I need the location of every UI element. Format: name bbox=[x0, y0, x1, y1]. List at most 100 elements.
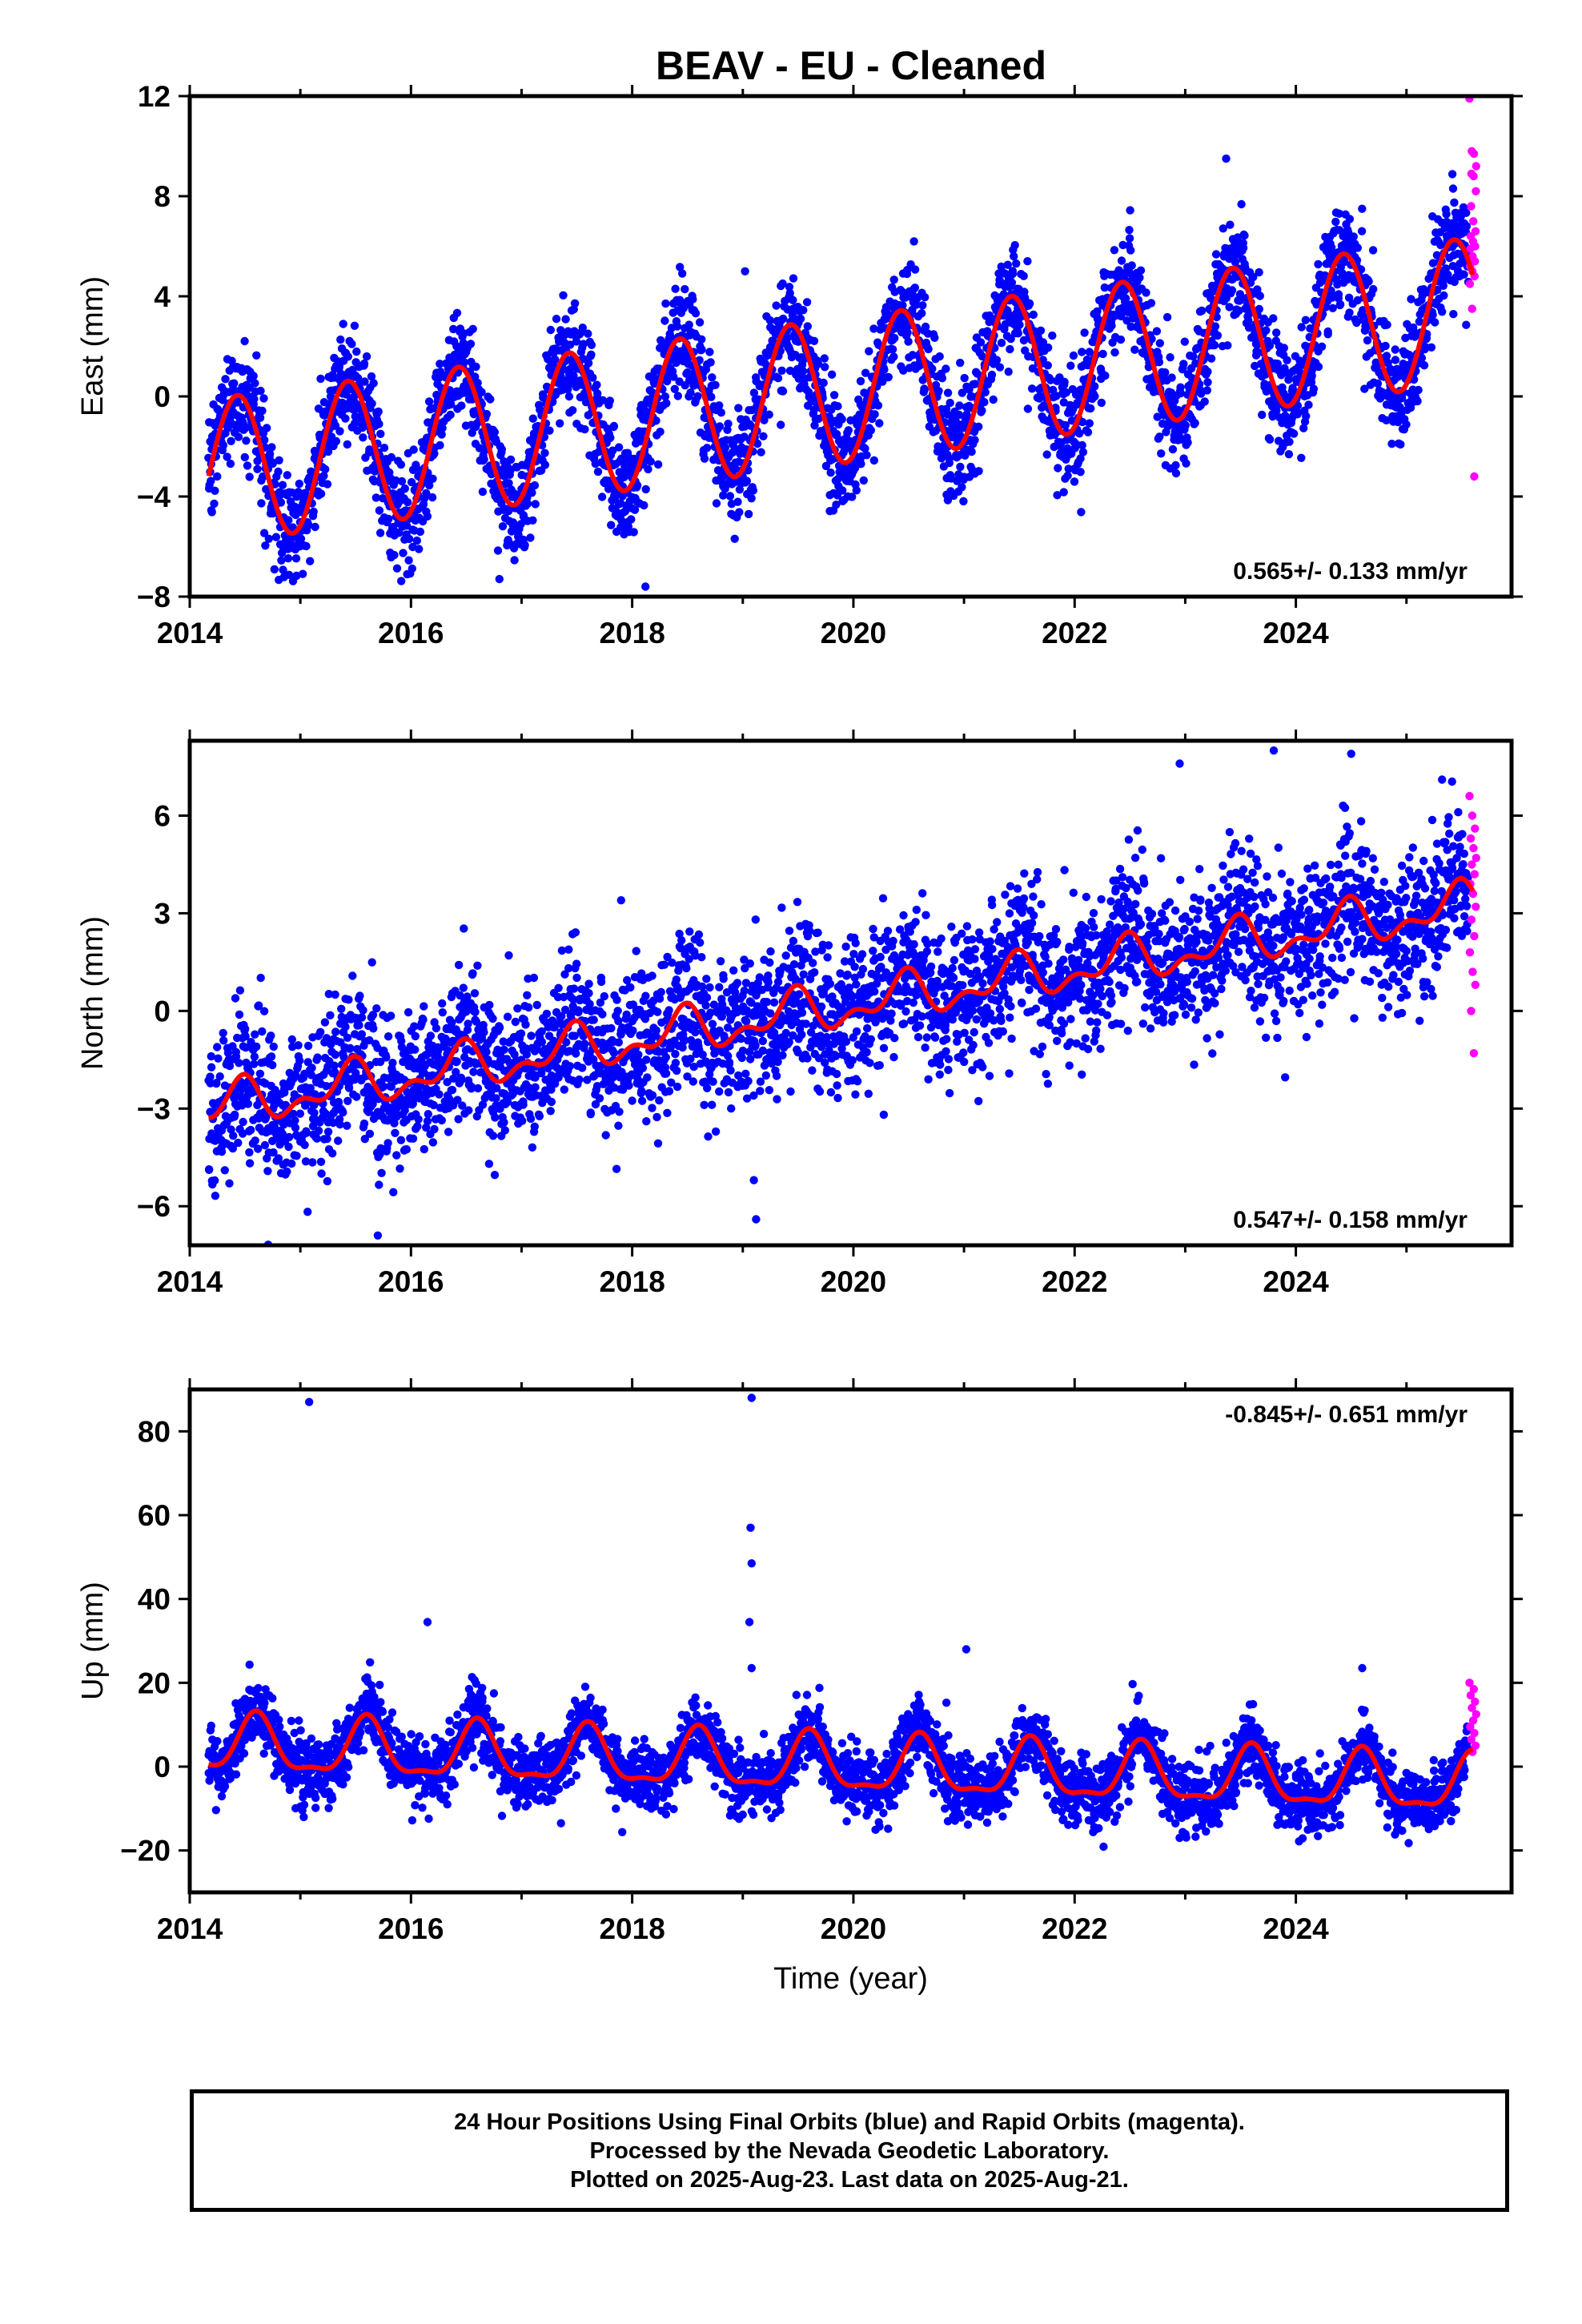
east-final-point bbox=[351, 419, 359, 428]
east-final-point bbox=[1029, 310, 1038, 320]
east-y-axis-label: East (mm) bbox=[76, 276, 110, 416]
north-final-point bbox=[343, 1096, 352, 1106]
east-final-point bbox=[264, 534, 273, 543]
north-final-point bbox=[574, 1007, 583, 1017]
north-final-point bbox=[235, 1010, 244, 1019]
east-final-point bbox=[390, 550, 399, 560]
east-final-point bbox=[958, 388, 967, 397]
east-final-point bbox=[234, 432, 243, 441]
east-final-point bbox=[1080, 328, 1089, 337]
east-final-point bbox=[1203, 378, 1212, 387]
north-final-point bbox=[313, 1053, 322, 1062]
east-final-point bbox=[360, 377, 369, 386]
east-final-point bbox=[724, 420, 733, 428]
north-final-point bbox=[571, 928, 580, 937]
east-final-point bbox=[1126, 246, 1135, 255]
east-final-point bbox=[375, 529, 385, 537]
north-final-point bbox=[637, 1096, 647, 1105]
east-final-point bbox=[250, 395, 259, 404]
north-final-point bbox=[269, 1042, 278, 1051]
east-final-point bbox=[974, 467, 983, 476]
east-final-point bbox=[1038, 356, 1048, 364]
east-final-point bbox=[691, 309, 701, 318]
east-final-point bbox=[646, 457, 655, 466]
east-final-point bbox=[242, 436, 251, 445]
north-final-point bbox=[470, 989, 480, 998]
east-final-point bbox=[838, 486, 847, 495]
east-final-point bbox=[609, 421, 619, 431]
east-final-point bbox=[888, 345, 897, 354]
east-final-point bbox=[1125, 234, 1134, 243]
east-final-point bbox=[644, 464, 652, 474]
east-final-point bbox=[276, 498, 286, 507]
north-final-point bbox=[575, 1075, 584, 1084]
east-final-point bbox=[1317, 342, 1327, 351]
east-final-point bbox=[400, 484, 409, 493]
east-final-point bbox=[241, 423, 250, 432]
east-final-point bbox=[545, 426, 554, 435]
east-final-point bbox=[1042, 450, 1051, 459]
east-final-point bbox=[323, 480, 332, 489]
east-final-point bbox=[953, 476, 962, 485]
north-final-point bbox=[626, 983, 635, 992]
east-final-point bbox=[1198, 306, 1207, 316]
east-final-point bbox=[943, 388, 953, 397]
north-final-point bbox=[204, 1165, 214, 1174]
east-final-point bbox=[772, 301, 781, 310]
north-final-point bbox=[521, 1020, 530, 1029]
east-final-point bbox=[319, 472, 328, 480]
north-final-point bbox=[432, 1023, 441, 1033]
east-final-point bbox=[1008, 269, 1018, 279]
north-final-point bbox=[524, 1003, 533, 1012]
north-final-point bbox=[589, 1015, 598, 1024]
north-final-point bbox=[532, 1000, 541, 1010]
north-final-point bbox=[214, 1054, 223, 1063]
north-final-point bbox=[473, 1084, 483, 1093]
north-final-point bbox=[316, 1157, 326, 1167]
north-final-point bbox=[369, 1024, 378, 1033]
east-final-point bbox=[1200, 397, 1209, 406]
east-final-point bbox=[1097, 398, 1106, 408]
north-final-point bbox=[213, 1043, 222, 1051]
east-final-point bbox=[629, 528, 638, 537]
east-y-tick-label: −8 bbox=[137, 581, 171, 613]
east-final-point bbox=[1368, 246, 1378, 255]
north-final-point bbox=[468, 969, 477, 978]
east-final-point bbox=[371, 493, 380, 502]
east-final-point bbox=[284, 570, 294, 579]
north-final-point bbox=[341, 1023, 350, 1031]
east-final-point bbox=[221, 375, 230, 384]
north-final-point bbox=[479, 1020, 488, 1030]
east-final-point bbox=[689, 295, 697, 304]
north-final-point bbox=[243, 1100, 252, 1108]
north-final-point bbox=[308, 1158, 317, 1167]
east-final-point bbox=[749, 486, 757, 495]
east-final-point bbox=[661, 392, 670, 401]
east-final-point bbox=[1010, 241, 1019, 250]
east-final-point bbox=[1023, 257, 1032, 266]
east-x-tick-label: 2014 bbox=[157, 617, 223, 649]
north-final-point bbox=[331, 1050, 340, 1059]
east-final-point bbox=[856, 376, 865, 386]
north-final-point bbox=[584, 979, 593, 988]
north-final-point bbox=[323, 1128, 333, 1136]
east-final-point bbox=[528, 516, 537, 525]
east-final-point bbox=[862, 451, 871, 460]
north-final-point bbox=[435, 1090, 444, 1099]
north-final-point bbox=[560, 1085, 568, 1094]
east-final-point bbox=[396, 460, 406, 469]
east-final-point bbox=[243, 461, 252, 470]
east-final-point bbox=[1130, 345, 1139, 354]
north-final-point bbox=[438, 1008, 447, 1017]
north-final-point bbox=[495, 1023, 504, 1032]
north-final-point bbox=[637, 1087, 646, 1096]
east-final-point bbox=[1167, 373, 1176, 382]
north-final-point bbox=[609, 1048, 619, 1058]
north-final-point bbox=[284, 1132, 294, 1142]
east-rapid-point bbox=[1469, 149, 1479, 159]
north-final-point bbox=[217, 1148, 227, 1156]
east-final-point bbox=[379, 444, 389, 452]
east-final-point bbox=[1223, 341, 1232, 350]
east-final-point bbox=[661, 316, 669, 325]
east-final-point bbox=[404, 534, 414, 544]
